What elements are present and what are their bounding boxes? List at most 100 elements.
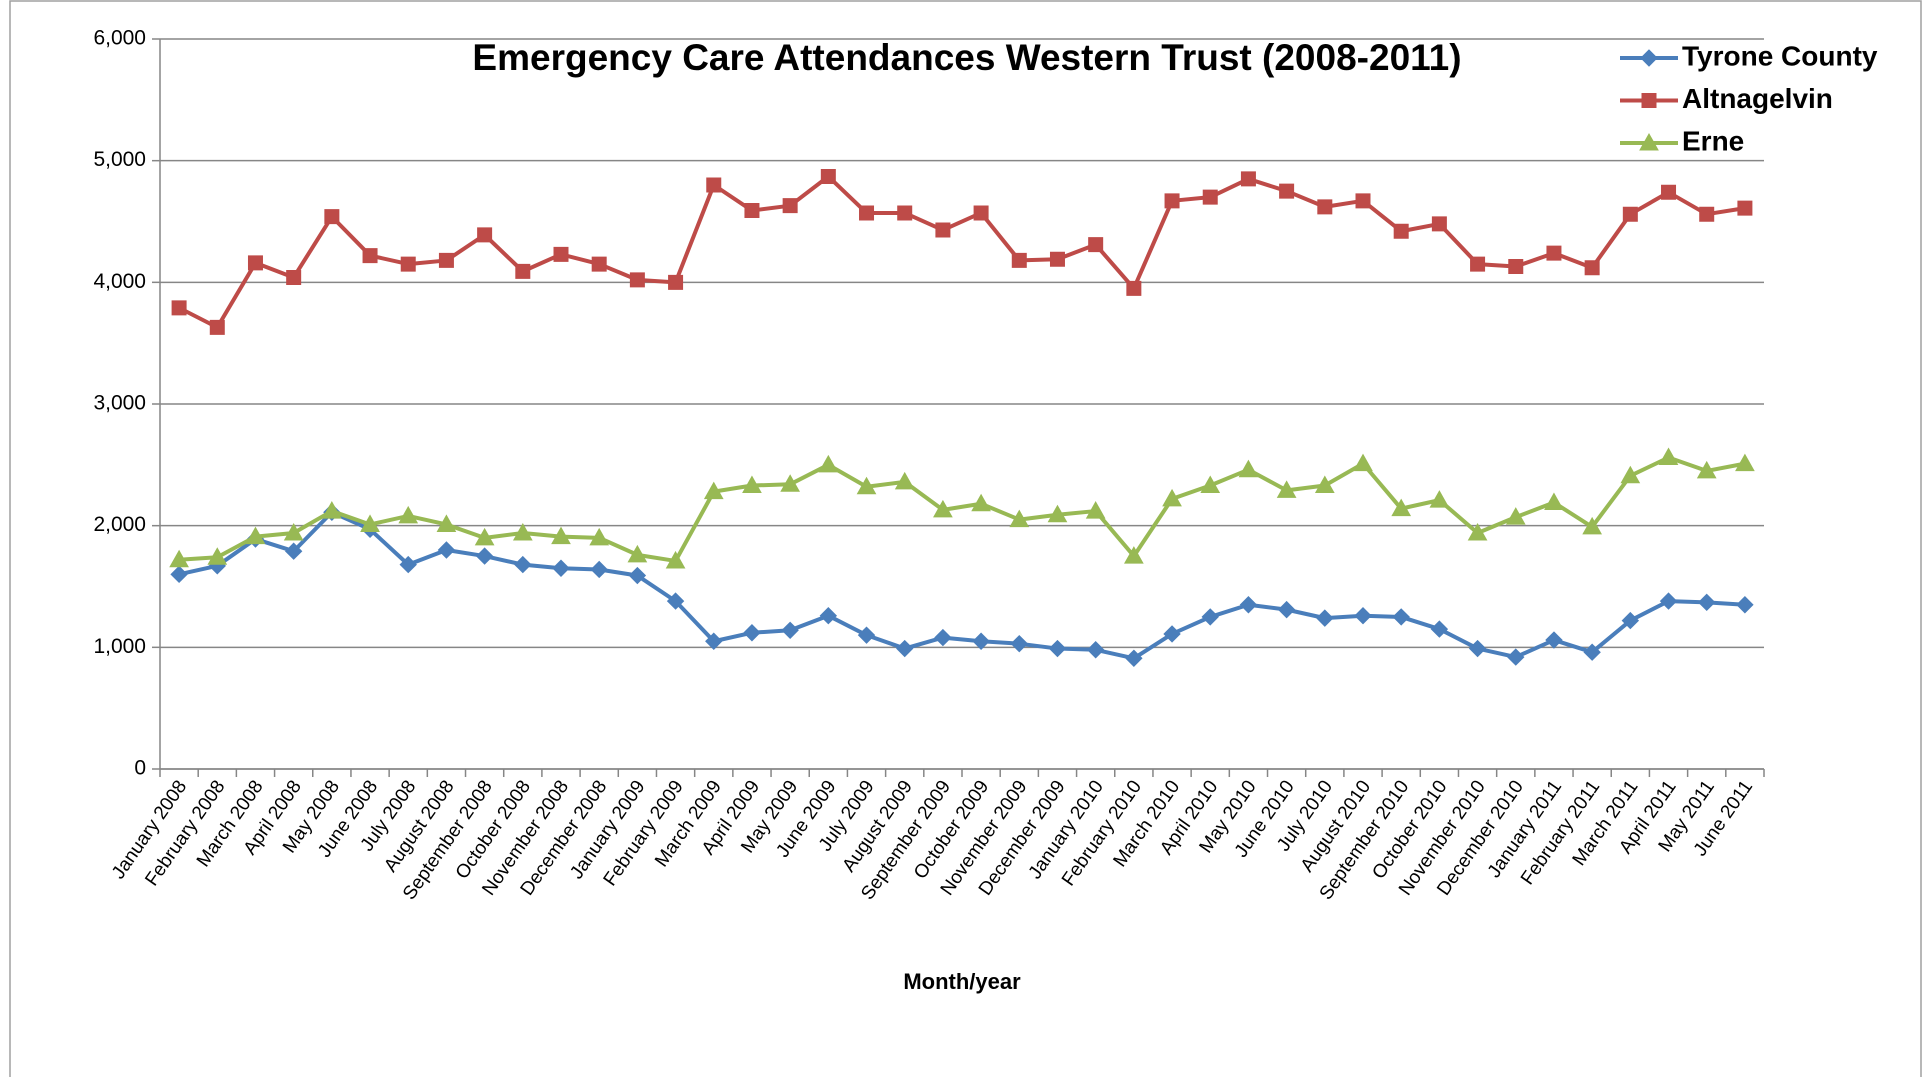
chart-frame <box>9 0 1922 1077</box>
marker <box>935 222 951 238</box>
marker <box>552 559 570 577</box>
marker <box>207 547 228 565</box>
marker <box>1011 252 1027 268</box>
marker <box>1009 509 1030 528</box>
marker <box>742 475 762 494</box>
marker <box>589 527 610 546</box>
marker <box>245 526 266 545</box>
marker <box>283 522 304 541</box>
marker <box>475 547 494 565</box>
marker <box>1125 649 1143 667</box>
marker <box>399 555 417 574</box>
marker <box>591 256 607 272</box>
marker <box>1088 237 1104 253</box>
marker <box>1163 625 1181 643</box>
marker <box>1202 189 1218 205</box>
marker <box>896 639 914 658</box>
y-tick-label: 1,000 <box>93 635 146 658</box>
marker <box>820 168 836 184</box>
marker <box>551 526 571 545</box>
series <box>171 168 1753 335</box>
marker <box>629 272 645 288</box>
y-tick-label: 3,000 <box>93 392 146 415</box>
marker <box>1355 193 1371 209</box>
marker <box>1085 501 1106 519</box>
marker <box>706 177 722 193</box>
marker <box>1544 492 1564 511</box>
legend-label: Tyrone County <box>1682 40 1878 71</box>
marker <box>1583 643 1601 661</box>
marker <box>1470 256 1486 272</box>
marker <box>322 501 342 519</box>
marker <box>1276 480 1297 498</box>
marker <box>515 263 531 279</box>
marker <box>1200 475 1221 494</box>
marker <box>1699 206 1715 222</box>
marker <box>1164 193 1180 209</box>
marker <box>437 541 456 559</box>
marker <box>897 205 913 221</box>
marker <box>1010 634 1028 653</box>
marker <box>782 198 798 214</box>
marker <box>1505 507 1526 525</box>
marker <box>438 252 454 268</box>
y-tick-label: 4,000 <box>93 270 146 293</box>
marker <box>171 300 187 316</box>
marker <box>668 274 684 290</box>
marker <box>400 256 416 272</box>
marker <box>1431 216 1447 232</box>
marker <box>398 505 419 524</box>
marker <box>324 209 340 225</box>
marker <box>1393 223 1409 239</box>
marker <box>1047 504 1068 523</box>
legend-label: Altnagelvin <box>1682 83 1833 114</box>
marker <box>1640 49 1658 67</box>
marker <box>971 493 991 512</box>
marker <box>856 476 877 495</box>
marker <box>209 319 225 335</box>
marker <box>859 205 875 221</box>
marker <box>1238 459 1259 478</box>
chart-title: Emergency Care Attendances Western Trust… <box>472 37 1461 78</box>
marker <box>1354 606 1372 625</box>
marker <box>553 246 569 262</box>
marker <box>703 481 724 500</box>
marker <box>1736 596 1754 614</box>
marker <box>1507 648 1525 666</box>
marker <box>972 632 990 650</box>
y-tick-label: 6,000 <box>93 27 146 50</box>
marker <box>1277 600 1296 619</box>
marker <box>1468 639 1487 658</box>
marker <box>1317 199 1333 215</box>
marker <box>973 205 989 221</box>
marker <box>1658 447 1679 466</box>
marker <box>170 565 188 584</box>
marker <box>894 471 915 490</box>
marker <box>1508 259 1524 275</box>
marker <box>1239 596 1258 614</box>
marker <box>1696 460 1717 479</box>
marker <box>1086 641 1105 659</box>
y-tick-label: 0 <box>134 757 146 780</box>
marker <box>1659 592 1678 610</box>
marker <box>514 555 532 574</box>
y-tick-label: 5,000 <box>93 148 146 171</box>
marker <box>1201 608 1219 626</box>
series <box>169 447 1755 569</box>
marker <box>933 499 953 518</box>
marker <box>1430 620 1449 638</box>
marker <box>1620 465 1641 484</box>
marker <box>436 514 457 532</box>
marker <box>1622 206 1638 222</box>
marker <box>857 626 876 644</box>
marker <box>1353 453 1373 472</box>
marker <box>286 269 302 285</box>
marker <box>665 550 686 569</box>
marker <box>744 203 760 219</box>
marker <box>1049 251 1065 267</box>
marker <box>474 527 495 546</box>
marker <box>1639 132 1659 151</box>
legend-label: Erne <box>1682 125 1744 156</box>
marker <box>1392 608 1410 626</box>
